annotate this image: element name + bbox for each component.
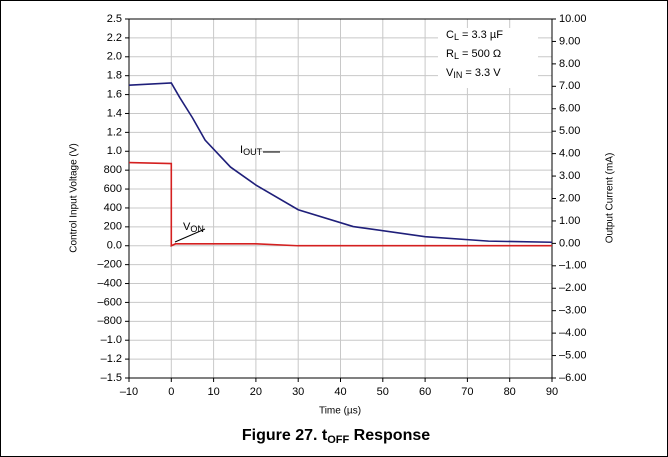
y-tick-label: 1.0: [107, 145, 122, 157]
y2-tick-label: –5.00: [559, 349, 587, 361]
condition-rest: = 3.3 µF: [459, 29, 503, 41]
y-tick-label: –1.5: [101, 372, 122, 384]
y-tick-label: –1.2: [101, 353, 122, 365]
y-tick-label: 200: [104, 221, 122, 233]
series-label-name: I: [240, 144, 243, 156]
y-tick-label: –1.0: [101, 334, 122, 346]
series-line: [128, 161, 552, 247]
y-tick-label: 2.0: [107, 51, 122, 63]
series-line: [128, 82, 553, 244]
x-tick-label: 30: [292, 386, 304, 398]
series-label-sub: OUT: [243, 147, 263, 157]
y-tick-label: 2.2: [107, 32, 122, 44]
y2-tick-label: 1.00: [559, 215, 580, 227]
y2-tick-label: 0.00: [559, 237, 580, 249]
y2-tick-label: 3.00: [559, 170, 580, 182]
condition-text: R: [446, 48, 454, 60]
y-tick-label: 1.4: [107, 107, 122, 119]
y2-tick-label: 8.00: [559, 58, 580, 70]
x-tick-label: –10: [120, 386, 138, 398]
x-tick-label: 80: [504, 386, 516, 398]
leader: [174, 228, 206, 243]
y-tick-label: –800: [98, 315, 122, 327]
y-tick-label: 2.5: [107, 13, 122, 25]
y2-axis-label: Output Current (mA): [605, 153, 616, 244]
y-tick-label: 600: [104, 183, 122, 195]
y-tick-label: –600: [98, 296, 122, 308]
condition-text: C: [446, 29, 454, 41]
chart-title: Figure 27. tOFF Response: [242, 427, 430, 446]
series-label-sub: ON: [190, 224, 204, 234]
y-tick-label: –400: [98, 277, 122, 289]
x-tick-label: 70: [461, 386, 473, 398]
y-tick-label: 400: [104, 202, 122, 214]
condition-rest: = 500 Ω: [459, 48, 501, 60]
x-tick-label: 20: [250, 386, 262, 398]
y2-tick-label: 9.00: [559, 35, 580, 47]
x-tick-label: 10: [207, 386, 219, 398]
y2-tick-label: 7.00: [559, 80, 580, 92]
condition-sub: L: [454, 32, 459, 42]
x-tick-label: 0: [168, 386, 174, 398]
y2-tick-label: –1.00: [559, 260, 587, 272]
x-tick-label: 60: [419, 386, 431, 398]
y-tick-label: 1.6: [107, 88, 122, 100]
condition: RL = 500 Ω: [446, 48, 501, 61]
y2-tick-label: –3.00: [559, 305, 587, 317]
y2-tick-label: –4.00: [559, 327, 587, 339]
series-label: IOUT: [240, 144, 263, 157]
y2-tick-label: 10.00: [559, 13, 587, 25]
y-tick-label: 800: [104, 164, 122, 176]
series-label-name: V: [183, 221, 191, 233]
x-tick-label: 50: [377, 386, 389, 398]
condition: CL = 3.3 µF: [446, 29, 503, 42]
y2-tick-label: 5.00: [559, 125, 580, 137]
y-axis-label: Control Input Voltage (V): [69, 143, 80, 253]
y-tick-label: 1.2: [107, 126, 122, 138]
condition-sub: L: [454, 51, 459, 61]
y-tick-label: 0.0: [107, 240, 122, 252]
x-tick-label: 90: [546, 386, 558, 398]
y-tick-label: 1.8: [107, 70, 122, 82]
y2-tick-label: 6.00: [559, 103, 580, 115]
x-tick-label: 40: [334, 386, 346, 398]
y2-tick-label: 2.00: [559, 192, 580, 204]
condition-text: V: [446, 67, 454, 79]
condition: VIN = 3.3 V: [446, 67, 501, 80]
y2-tick-label: –2.00: [559, 282, 587, 294]
x-axis-label: Time (µs): [319, 406, 361, 417]
condition-rest: = 3.3 V: [462, 67, 501, 79]
conditions-box: [438, 28, 538, 88]
y-tick-label: –200: [98, 259, 122, 271]
y2-tick-label: –6.00: [559, 372, 587, 384]
condition-sub: IN: [453, 70, 462, 80]
y2-tick-label: 4.00: [559, 148, 580, 160]
series-label: VON: [183, 221, 204, 234]
plot-frame: [128, 18, 553, 379]
